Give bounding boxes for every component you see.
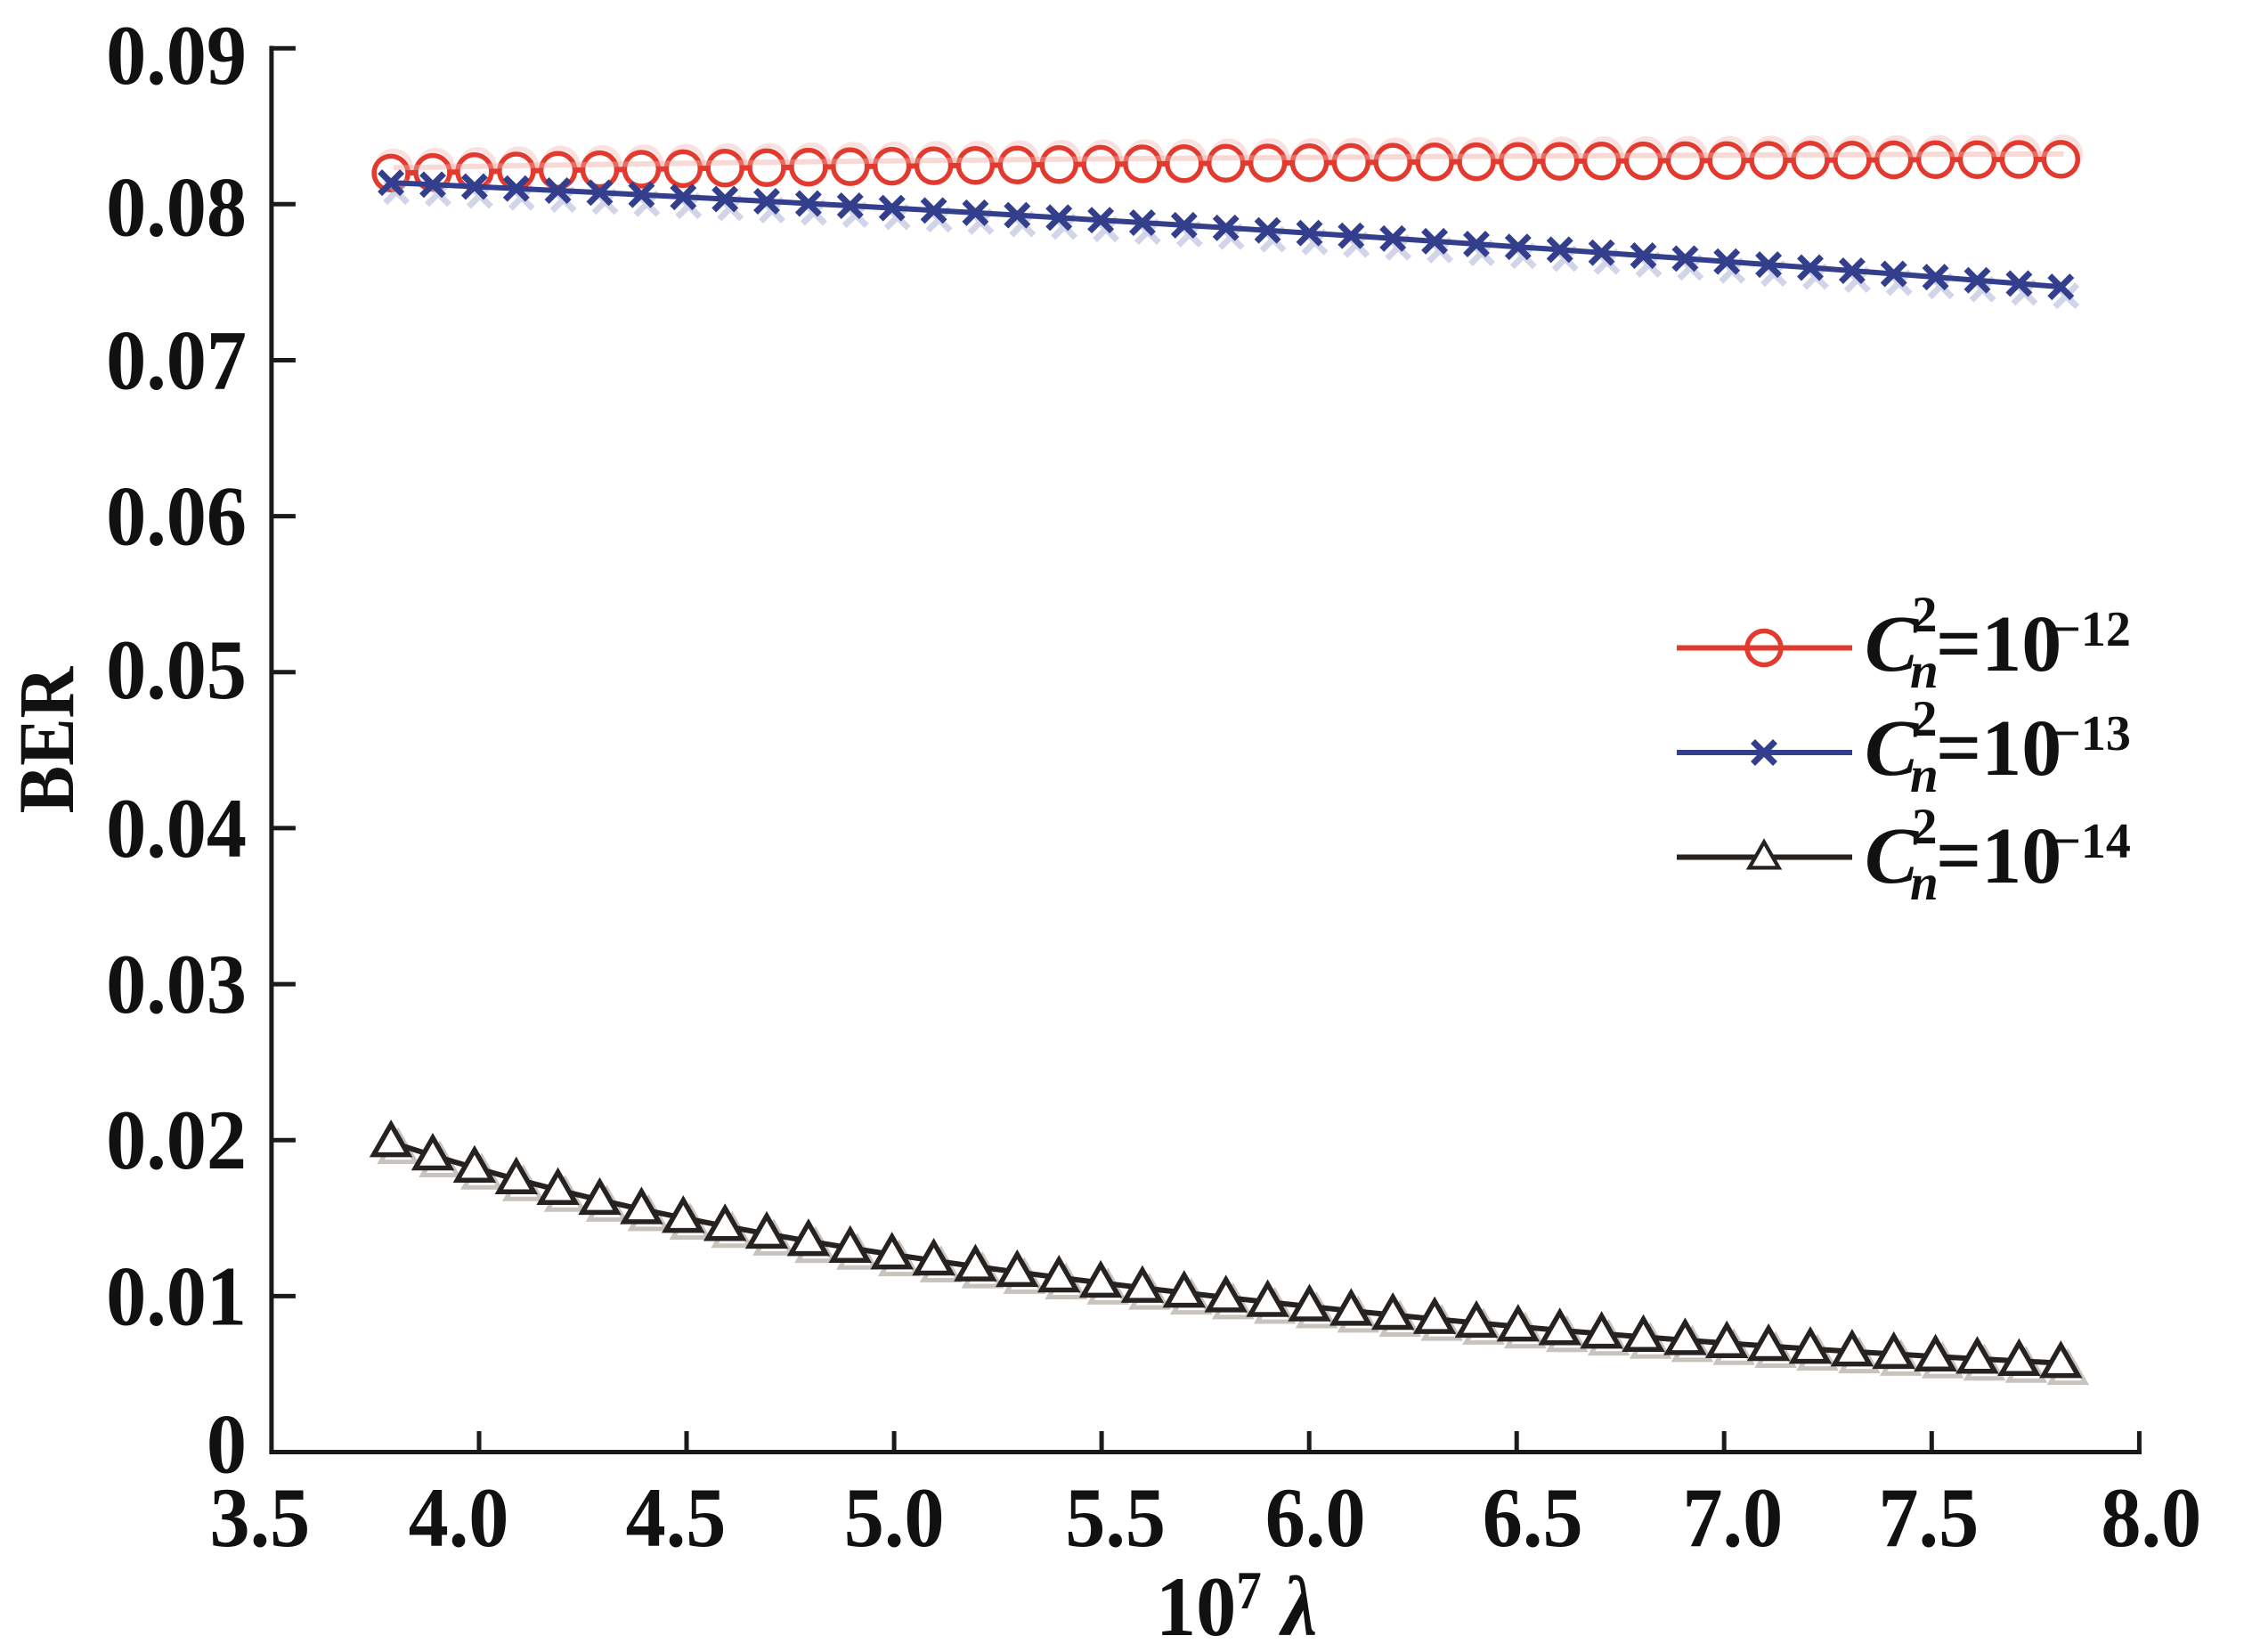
svg-text:0.01: 0.01 <box>106 1249 247 1344</box>
svg-text:=10: =10 <box>1936 812 2061 900</box>
svg-text:6.0: 6.0 <box>1265 1471 1366 1566</box>
svg-text:0.06: 0.06 <box>106 470 247 565</box>
svg-text:4.5: 4.5 <box>626 1471 727 1566</box>
svg-text:7.5: 7.5 <box>1878 1471 1979 1566</box>
svg-text:2: 2 <box>1912 799 1938 855</box>
svg-text:0: 0 <box>207 1397 247 1492</box>
svg-text:0.05: 0.05 <box>106 623 247 718</box>
svg-text:C: C <box>1865 704 1919 793</box>
svg-text:4.0: 4.0 <box>409 1471 509 1566</box>
svg-text:−12: −12 <box>2053 602 2131 657</box>
svg-text:BER: BER <box>4 666 91 813</box>
svg-text:0.09: 0.09 <box>106 9 247 103</box>
svg-text:n: n <box>1910 747 1939 803</box>
svg-text:6.5: 6.5 <box>1483 1471 1583 1566</box>
svg-text:5.5: 5.5 <box>1065 1471 1166 1566</box>
svg-text:0.07: 0.07 <box>106 313 247 408</box>
svg-text:−14: −14 <box>2053 814 2131 869</box>
svg-text:2: 2 <box>1912 587 1938 643</box>
svg-text:n: n <box>1910 855 1939 911</box>
svg-text:n: n <box>1910 643 1939 699</box>
svg-text:C: C <box>1865 600 1919 688</box>
svg-text:3.5: 3.5 <box>209 1471 310 1566</box>
svg-text:=10: =10 <box>1936 600 2061 688</box>
svg-text:0.02: 0.02 <box>106 1094 247 1188</box>
svg-text:5.0: 5.0 <box>844 1471 945 1566</box>
svg-text:7.0: 7.0 <box>1682 1471 1783 1566</box>
svg-text:0.03: 0.03 <box>106 938 247 1032</box>
svg-text:=10: =10 <box>1936 704 2061 793</box>
svg-text:107 λ: 107 λ <box>1156 1560 1317 1652</box>
svg-text:8.0: 8.0 <box>2101 1471 2201 1566</box>
svg-text:0.08: 0.08 <box>106 160 247 255</box>
svg-text:−13: −13 <box>2053 706 2131 761</box>
svg-text:C: C <box>1865 812 1919 900</box>
svg-text:0.04: 0.04 <box>106 782 247 876</box>
svg-text:2: 2 <box>1912 691 1938 747</box>
